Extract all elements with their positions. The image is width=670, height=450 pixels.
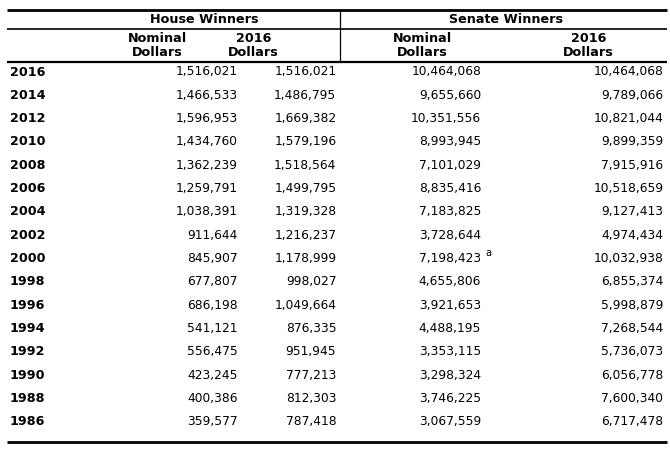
- Text: 1992: 1992: [10, 345, 46, 358]
- Text: 7,268,544: 7,268,544: [601, 322, 663, 335]
- Text: 3,728,644: 3,728,644: [419, 229, 481, 242]
- Text: 777,213: 777,213: [286, 369, 336, 382]
- Text: 1,596,953: 1,596,953: [176, 112, 238, 125]
- Text: 9,789,066: 9,789,066: [601, 89, 663, 102]
- Text: 7,915,916: 7,915,916: [601, 159, 663, 172]
- Text: 6,855,374: 6,855,374: [601, 275, 663, 288]
- Text: 3,921,653: 3,921,653: [419, 299, 481, 311]
- Text: 787,418: 787,418: [285, 415, 336, 428]
- Text: 2016: 2016: [571, 32, 606, 45]
- Text: Nominal: Nominal: [128, 32, 187, 45]
- Text: 3,298,324: 3,298,324: [419, 369, 481, 382]
- Text: House Winners: House Winners: [150, 13, 259, 26]
- Text: Senate Winners: Senate Winners: [449, 13, 563, 26]
- Text: 2002: 2002: [10, 229, 46, 242]
- Text: 6,717,478: 6,717,478: [601, 415, 663, 428]
- Text: 9,899,359: 9,899,359: [601, 135, 663, 148]
- Text: 9,655,660: 9,655,660: [419, 89, 481, 102]
- Text: Dollars: Dollars: [397, 46, 448, 59]
- Text: 677,807: 677,807: [188, 275, 238, 288]
- Text: Nominal: Nominal: [393, 32, 452, 45]
- Text: 1,499,795: 1,499,795: [274, 182, 336, 195]
- Text: 1988: 1988: [10, 392, 46, 405]
- Text: 3,353,115: 3,353,115: [419, 345, 481, 358]
- Text: 1996: 1996: [10, 299, 46, 311]
- Text: 2010: 2010: [10, 135, 46, 148]
- Text: 1,049,664: 1,049,664: [274, 299, 336, 311]
- Text: 1,516,021: 1,516,021: [274, 66, 336, 78]
- Text: 4,488,195: 4,488,195: [419, 322, 481, 335]
- Text: 400,386: 400,386: [188, 392, 238, 405]
- Text: 1,178,999: 1,178,999: [274, 252, 336, 265]
- Text: 951,945: 951,945: [285, 345, 336, 358]
- Text: 3,067,559: 3,067,559: [419, 415, 481, 428]
- Text: 10,464,068: 10,464,068: [594, 66, 663, 78]
- Text: 7,183,825: 7,183,825: [419, 205, 481, 218]
- Text: 1,518,564: 1,518,564: [274, 159, 336, 172]
- Text: 845,907: 845,907: [187, 252, 238, 265]
- Text: 2000: 2000: [10, 252, 46, 265]
- Text: 5,998,879: 5,998,879: [601, 299, 663, 311]
- Text: 1,259,791: 1,259,791: [176, 182, 238, 195]
- Text: 9,127,413: 9,127,413: [601, 205, 663, 218]
- Text: 2016: 2016: [10, 66, 46, 78]
- Text: 10,032,938: 10,032,938: [594, 252, 663, 265]
- Text: 2006: 2006: [10, 182, 46, 195]
- Text: 1998: 1998: [10, 275, 46, 288]
- Text: Dollars: Dollars: [563, 46, 614, 59]
- Text: 1,669,382: 1,669,382: [274, 112, 336, 125]
- Text: 7,101,029: 7,101,029: [419, 159, 481, 172]
- Text: 7,600,340: 7,600,340: [601, 392, 663, 405]
- Text: 1,319,328: 1,319,328: [274, 205, 336, 218]
- Text: 8,835,416: 8,835,416: [419, 182, 481, 195]
- Text: 7,198,423: 7,198,423: [419, 252, 481, 265]
- Text: 911,644: 911,644: [188, 229, 238, 242]
- Text: 10,464,068: 10,464,068: [411, 66, 481, 78]
- Text: 1986: 1986: [10, 415, 46, 428]
- Text: 10,518,659: 10,518,659: [593, 182, 663, 195]
- Text: 2014: 2014: [10, 89, 46, 102]
- Text: 2012: 2012: [10, 112, 46, 125]
- Text: 1,216,237: 1,216,237: [274, 229, 336, 242]
- Text: 1,362,239: 1,362,239: [176, 159, 238, 172]
- Text: 4,655,806: 4,655,806: [419, 275, 481, 288]
- Text: 8,993,945: 8,993,945: [419, 135, 481, 148]
- Text: 3,746,225: 3,746,225: [419, 392, 481, 405]
- Text: 812,303: 812,303: [286, 392, 336, 405]
- Text: 1,486,795: 1,486,795: [274, 89, 336, 102]
- Text: Dollars: Dollars: [228, 46, 279, 59]
- Text: 359,577: 359,577: [187, 415, 238, 428]
- Text: 876,335: 876,335: [285, 322, 336, 335]
- Text: 5,736,073: 5,736,073: [601, 345, 663, 358]
- Text: 1990: 1990: [10, 369, 46, 382]
- Text: 10,821,044: 10,821,044: [594, 112, 663, 125]
- Text: a: a: [486, 248, 492, 258]
- Text: 4,974,434: 4,974,434: [601, 229, 663, 242]
- Text: 1,579,196: 1,579,196: [274, 135, 336, 148]
- Text: 1,516,021: 1,516,021: [176, 66, 238, 78]
- Text: 686,198: 686,198: [187, 299, 238, 311]
- Text: 10,351,556: 10,351,556: [411, 112, 481, 125]
- Text: 1,466,533: 1,466,533: [176, 89, 238, 102]
- Text: 2008: 2008: [10, 159, 46, 172]
- Text: Dollars: Dollars: [132, 46, 183, 59]
- Text: 2016: 2016: [236, 32, 271, 45]
- Text: 1,038,391: 1,038,391: [176, 205, 238, 218]
- Text: 1994: 1994: [10, 322, 46, 335]
- Text: 998,027: 998,027: [286, 275, 336, 288]
- Text: 423,245: 423,245: [188, 369, 238, 382]
- Text: 556,475: 556,475: [187, 345, 238, 358]
- Text: 2004: 2004: [10, 205, 46, 218]
- Text: 6,056,778: 6,056,778: [601, 369, 663, 382]
- Text: 1,434,760: 1,434,760: [176, 135, 238, 148]
- Text: 541,121: 541,121: [188, 322, 238, 335]
